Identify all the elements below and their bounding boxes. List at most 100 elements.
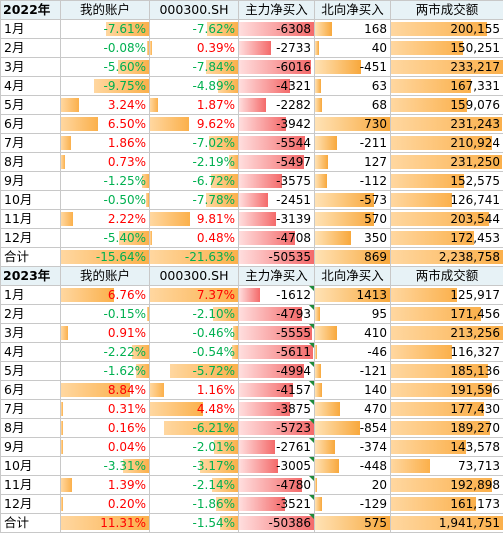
- value: 168: [364, 22, 387, 36]
- month-label: 5月: [0, 95, 61, 115]
- value: -2733: [276, 41, 311, 55]
- value: 2.22%: [107, 212, 146, 226]
- month-label: 4月: [0, 342, 61, 362]
- main-net-buy: -3942: [238, 114, 315, 134]
- value: 2,238,758: [438, 250, 500, 264]
- turnover-bar: [391, 212, 489, 226]
- turnover-bar: [391, 98, 468, 112]
- value: 40: [371, 41, 387, 55]
- my-account-return-bar: [61, 440, 63, 454]
- main-net-buy: -3139: [238, 209, 315, 229]
- value: -211: [359, 136, 387, 150]
- table-row: 6月 6.50% 9.62% -3942 730 231,243: [0, 114, 503, 134]
- value: 1.39%: [107, 478, 146, 492]
- my-account-return-bar: [147, 307, 149, 321]
- value: 350: [364, 231, 387, 245]
- table-row: 4月 -9.75% -4.89% -4321 63 167,331: [0, 76, 503, 96]
- northbound-net-buy-bar: [315, 231, 351, 245]
- turnover: 203,544: [390, 209, 503, 229]
- month-label: 2月: [0, 304, 61, 324]
- table-row: 10月 -0.50% -7.78% -2451 -573 126,741: [0, 190, 503, 210]
- month-label: 12月: [0, 494, 61, 514]
- northbound-net-buy: -448: [314, 456, 391, 476]
- main-net-buy: -5544: [238, 133, 315, 153]
- main-net-buy: -3521: [238, 494, 315, 514]
- index-return: 0.39%: [149, 38, 239, 58]
- northbound-net-buy: 127: [314, 152, 391, 172]
- value: -7.61%: [103, 22, 146, 36]
- northbound-net-buy-bar: [315, 98, 322, 112]
- main-net-buy-bar: [239, 345, 313, 359]
- main-net-buy-bar: [239, 41, 272, 55]
- value: 125,917: [450, 288, 500, 302]
- my-account-return-bar: [123, 459, 149, 473]
- value: -5.60%: [103, 60, 146, 74]
- month-label: 合计: [0, 247, 61, 267]
- turnover: 167,331: [390, 76, 503, 96]
- index-return-bar: [207, 22, 238, 36]
- value: 191,596: [450, 383, 500, 397]
- value: -2282: [276, 98, 311, 112]
- value: -5.40%: [103, 231, 146, 245]
- value: 1.86%: [107, 136, 146, 150]
- my-account-return-bar: [61, 421, 63, 435]
- month-label: 1月: [0, 285, 61, 305]
- my-account-return: 1.39%: [60, 475, 150, 495]
- value: -3521: [276, 497, 311, 511]
- my-account-return: 2.22%: [60, 209, 150, 229]
- turnover-bar: [391, 402, 485, 416]
- my-account-return-bar: [117, 60, 149, 74]
- header-row: 2023年 我的账户 000300.SH 主力净买入 北向净买入 两市成交额: [0, 266, 503, 286]
- my-account-return: 1.86%: [60, 133, 150, 153]
- table-row: 5月 -1.62% -5.72% -4994 -121 185,136: [0, 361, 503, 381]
- value: 171,456: [450, 307, 500, 321]
- turnover-bar: [391, 231, 474, 245]
- value: -1.86%: [192, 497, 235, 511]
- value: 140: [364, 383, 387, 397]
- header-index: 000300.SH: [149, 266, 239, 286]
- value: -2.19%: [192, 155, 235, 169]
- header-main-net-buy: 主力净买入: [238, 0, 315, 20]
- turnover-bar: [391, 383, 492, 397]
- index-return: -2.14%: [149, 475, 239, 495]
- main-net-buy-bar: [239, 98, 267, 112]
- my-account-return: 11.31%: [60, 513, 150, 533]
- index-return-bar: [150, 41, 152, 55]
- table-row: 3月 0.91% -0.46% -5555 410 213,256: [0, 323, 503, 343]
- main-net-buy-bar: [239, 155, 305, 169]
- turnover: 116,327: [390, 342, 503, 362]
- main-net-buy: -4780: [238, 475, 315, 495]
- turnover: 213,256: [390, 323, 503, 343]
- value: 410: [364, 326, 387, 340]
- table-row: 11月 2.22% 9.81% -3139 570 203,544: [0, 209, 503, 229]
- error-flag-icon: [309, 381, 314, 386]
- index-return-bar: [206, 60, 238, 74]
- value: -21.63%: [184, 250, 235, 264]
- turnover: 191,596: [390, 380, 503, 400]
- northbound-net-buy: -451: [314, 57, 391, 77]
- value: -3942: [276, 117, 311, 131]
- value: 161,173: [450, 497, 500, 511]
- index-return: 9.81%: [149, 209, 239, 229]
- index-return-bar: [215, 497, 238, 511]
- value: -4.89%: [192, 79, 235, 93]
- index-return: -1.54%: [149, 513, 239, 533]
- index-return: 0.48%: [149, 228, 239, 248]
- month-label: 10月: [0, 456, 61, 476]
- northbound-net-buy-bar: [315, 79, 322, 93]
- month-label: 6月: [0, 380, 61, 400]
- northbound-net-buy: -46: [314, 342, 391, 362]
- value: -0.50%: [103, 193, 146, 207]
- main-net-buy-bar: [239, 516, 314, 530]
- table-row: 8月 0.73% -2.19% -5497 127 231,250: [0, 152, 503, 172]
- my-account-return: -5.40%: [60, 228, 150, 248]
- my-account-return-bar: [61, 155, 66, 169]
- turnover-bar: [391, 79, 472, 93]
- value: 172,453: [450, 231, 500, 245]
- northbound-net-buy-bar: [315, 364, 322, 378]
- value: 116,327: [450, 345, 500, 359]
- my-account-return-bar: [61, 212, 74, 226]
- value: -9.75%: [103, 79, 146, 93]
- northbound-net-buy-bar: [315, 478, 317, 492]
- value: 6.50%: [107, 117, 146, 131]
